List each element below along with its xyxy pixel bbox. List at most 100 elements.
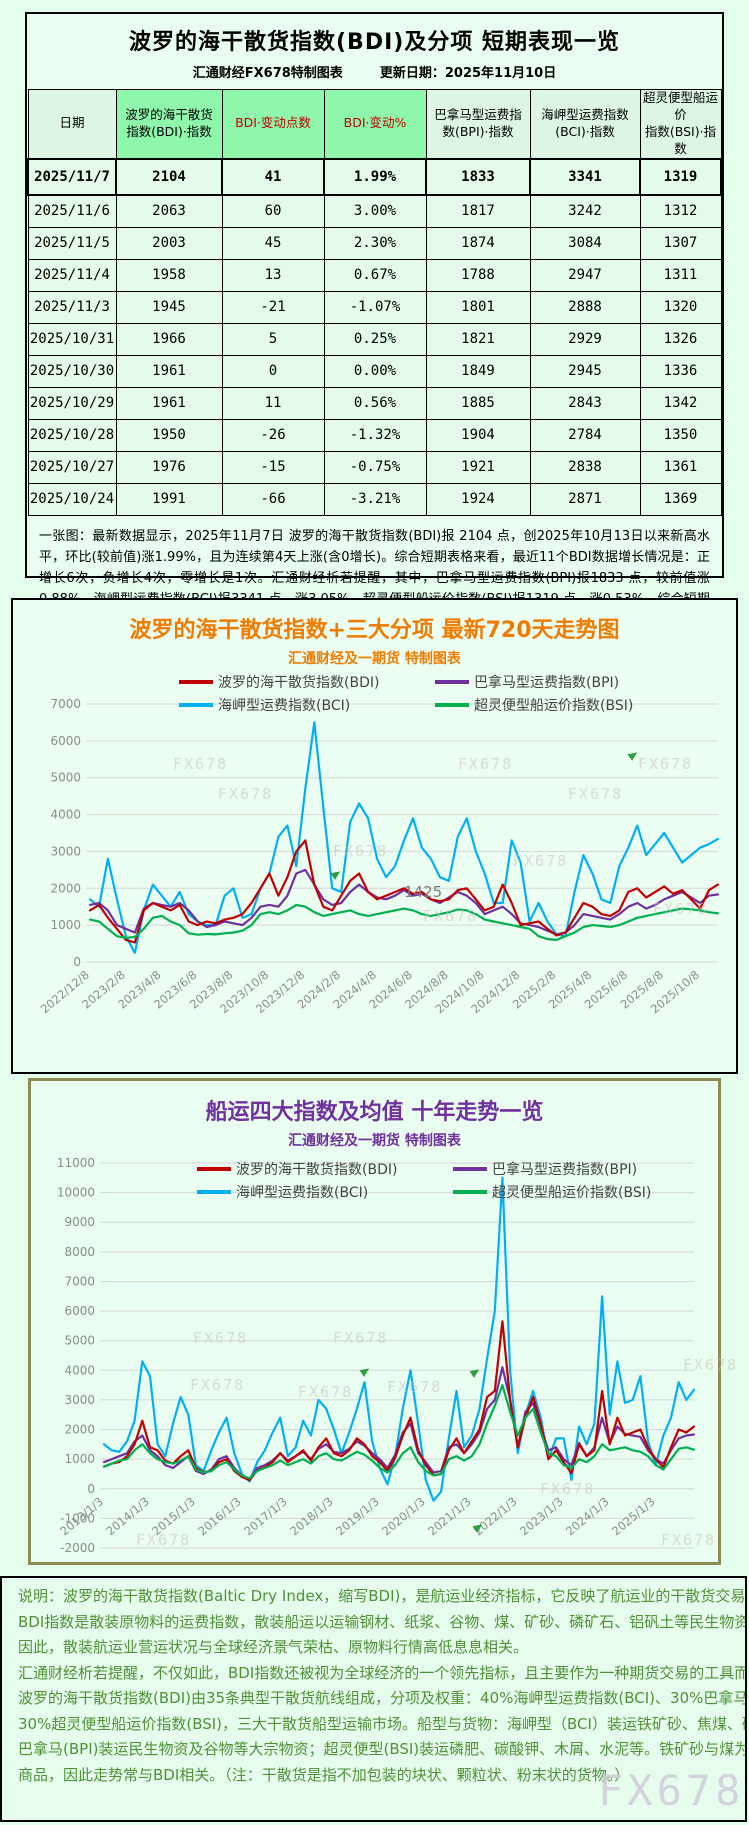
- table-cell: 2063: [115, 194, 223, 228]
- svg-text:2014/1/3: 2014/1/3: [103, 1494, 152, 1538]
- table-cell: 2025/10/28: [27, 418, 117, 452]
- legend-item-bdi: 波罗的海干散货指数(BDI): [197, 1159, 397, 1179]
- svg-text:2015/1/3: 2015/1/3: [149, 1494, 198, 1538]
- legend-label: 海岬型运费指数(BCI): [218, 698, 351, 714]
- legend-item-bci: 海岬型运费指数(BCI): [179, 695, 350, 715]
- table-cell: 1874: [425, 226, 531, 260]
- note-line: 说明：波罗的海干散货指数(Baltic Dry Index，缩写BDI)，是航运…: [18, 1587, 745, 1605]
- legend-item-bsi: 超灵便型船运价指数(BSI): [435, 695, 633, 715]
- table-cell: 1991: [115, 482, 223, 516]
- table-cell: 1833: [425, 157, 531, 196]
- bdi-line-swatch: [197, 1167, 231, 1171]
- table-cell: 1817: [425, 194, 531, 228]
- table-cell: 1.99%: [323, 157, 427, 196]
- table-cell: 1342: [639, 386, 722, 420]
- table-cell: 0.56%: [323, 386, 427, 420]
- svg-text:2018/1/3: 2018/1/3: [287, 1494, 336, 1538]
- legend-label: 巴拿马型运费指数(BPI): [474, 675, 620, 691]
- table-cell: 3.00%: [323, 194, 427, 228]
- chart-720day-title: 波罗的海干散货指数+三大分项 最新720天走势图: [129, 618, 620, 643]
- table-row: 2025/11/4 1958 13 0.67% 1788 2947 1311: [27, 258, 722, 292]
- table-cell: 1336: [639, 354, 722, 388]
- table-row: 2025/11/7 2104 41 1.99% 1833 3341 1319: [27, 157, 722, 196]
- chart-720day-subtitle: 汇通财经及一期货 特制图表: [288, 651, 461, 667]
- svg-text:2000: 2000: [50, 881, 81, 895]
- table-header-row: 日期 波罗的海干散货 指数(BDI)·指数 BDI·变动点数 BDI·变动% 巴拿马型运费…: [27, 89, 722, 159]
- legend-item-bpi: 巴拿马型运费指数(BPI): [435, 672, 619, 692]
- legend-label: 海岬型运费指数(BCI): [236, 1185, 369, 1201]
- table-cell: 2104: [115, 157, 223, 196]
- note-line: 商品，因此走势常与BDI相关。（注：干散货是指不加包装的块状、颗粒状、粉末状的货…: [18, 1765, 630, 1784]
- svg-text:6000: 6000: [64, 1304, 95, 1318]
- table-cell: 2003: [115, 226, 223, 260]
- table-cell: 0: [221, 354, 325, 388]
- table-cell: -15: [221, 450, 325, 484]
- svg-text:1000: 1000: [64, 1452, 95, 1466]
- table-cell: 1921: [425, 450, 531, 484]
- chart-720day-panel: 波罗的海干散货指数+三大分项 最新720天走势图 汇通财经及一期货 特制图表 波…: [11, 598, 738, 1074]
- legend-item-bdi: 波罗的海干散货指数(BDI): [179, 672, 379, 692]
- table-cell: -1.32%: [323, 418, 427, 452]
- legend-label: 超灵便型船运价指数(BSI): [474, 698, 634, 714]
- note-line: 波罗的海干散货指数(BDI)由35条典型干散货航线组成，分项及权重：40%海岬型…: [18, 1689, 745, 1707]
- bci-line-swatch: [197, 1190, 231, 1194]
- svg-text:7000: 7000: [64, 1274, 95, 1288]
- note-line: 30%超灵便型船运价指数(BSI)，三大干散货船型运输市场。船型与货物：海岬型（…: [18, 1714, 745, 1733]
- svg-text:2024/1/3: 2024/1/3: [563, 1494, 612, 1538]
- svg-text:2020/1/3: 2020/1/3: [379, 1494, 428, 1538]
- legend-item-bsi: 超灵便型船运价指数(BSI): [453, 1182, 651, 1202]
- line-chart-10year: -2000 -1000 0 1000 2000 3000 4000 5000 6000 7000 8…: [57, 1156, 696, 1555]
- table-cell: -3.21%: [323, 482, 427, 516]
- line-chart-720day: 010002000300040005000600070002022/12/820…: [38, 697, 720, 1017]
- table-cell: 3341: [529, 157, 641, 196]
- svg-text:0: 0: [73, 955, 81, 969]
- table-cell: -0.75%: [323, 450, 427, 484]
- table-cell: 2871: [529, 482, 641, 516]
- table-cell: 13: [221, 258, 325, 292]
- table-header-cell: 日期: [27, 89, 117, 159]
- table-cell: 2888: [529, 290, 641, 324]
- table-cell: 1350: [639, 418, 722, 452]
- table-cell: 2838: [529, 450, 641, 484]
- table-cell: 2025/10/30: [27, 354, 117, 388]
- svg-text:4000: 4000: [64, 1363, 95, 1377]
- legend-item-bci: 海岬型运费指数(BCI): [197, 1182, 368, 1202]
- svg-text:1425: 1425: [404, 883, 442, 901]
- table-cell: 1312: [639, 194, 722, 228]
- svg-text:5000: 5000: [64, 1334, 95, 1348]
- table-cell: 1958: [115, 258, 223, 292]
- chart-10year-panel: 船运四大指数及均值 十年走势一览 汇通财经及一期货 特制图表 波罗的海干散货指数…: [28, 1078, 736, 1565]
- table-cell: 1319: [639, 157, 722, 196]
- table-header-cell: 海岬型运费指数 (BCI)·指数: [529, 89, 641, 159]
- svg-text:2021/1/3: 2021/1/3: [425, 1494, 474, 1538]
- table-cell: 3084: [529, 226, 641, 260]
- svg-text:3000: 3000: [50, 844, 81, 858]
- bsi-line-swatch: [435, 703, 469, 707]
- svg-text:-1000: -1000: [60, 1511, 95, 1525]
- table-cell: -1.07%: [323, 290, 427, 324]
- table-header-cell: 波罗的海干散货 指数(BDI)·指数: [115, 89, 223, 159]
- svg-text:2023/1/3: 2023/1/3: [517, 1494, 566, 1538]
- svg-text:2022/12/8: 2022/12/8: [38, 968, 92, 1017]
- table-cell: 1821: [425, 322, 531, 356]
- table-header: 日期 波罗的海干散货 指数(BDI)·指数 BDI·变动点数 BDI·变动% 巴拿马型运费…: [27, 89, 722, 159]
- legend-label: 波罗的海干散货指数(BDI): [218, 675, 380, 691]
- svg-text:10000: 10000: [57, 1186, 95, 1200]
- table-cell: 1801: [425, 290, 531, 324]
- table-cell: 0.25%: [323, 322, 427, 356]
- short-term-table-panel: 波罗的海干散货指数(BDI)及分项 短期表现一览 汇通财经FX678特制图表 更…: [25, 12, 724, 649]
- table-cell: 1961: [115, 386, 223, 420]
- chart-10year-subtitle: 汇通财经及一期货 特制图表: [288, 1133, 461, 1149]
- bpi-line-swatch: [435, 680, 469, 684]
- page-title: 波罗的海干散货指数(BDI)及分项 短期表现一览: [129, 30, 620, 55]
- table-cell: 1361: [639, 450, 722, 484]
- table-cell: 1961: [115, 354, 223, 388]
- table-cell: -26: [221, 418, 325, 452]
- bpi-line-swatch: [453, 1167, 487, 1171]
- table-cell: 1788: [425, 258, 531, 292]
- table-body: 2025/11/7 2104 41 1.99% 1833 3341 1319 2025/11/…: [27, 157, 722, 516]
- table-row: 2025/10/29 1961 11 0.56% 1885 2843 1342: [27, 386, 722, 420]
- svg-text:9000: 9000: [64, 1215, 95, 1229]
- table-cell: 2945: [529, 354, 641, 388]
